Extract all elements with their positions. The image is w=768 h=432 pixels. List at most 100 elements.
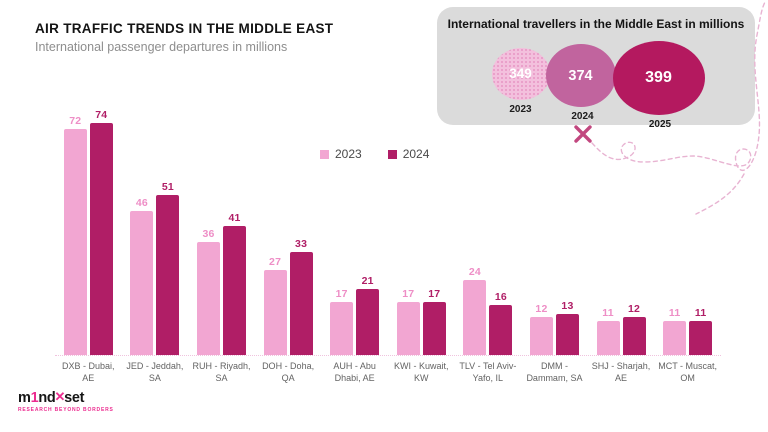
bar-2023	[596, 321, 620, 355]
x-axis-label: DOH - Doha, QA	[262, 361, 315, 383]
bar-2024	[622, 317, 646, 355]
bar-group: 11 12	[588, 303, 655, 355]
bar-2024	[489, 305, 513, 355]
bar-column: 27	[263, 256, 287, 355]
legend-item-2024: 2024	[387, 147, 430, 161]
bar-2024	[555, 314, 579, 355]
bubble-value-2024: 374	[545, 44, 616, 107]
bar-2024	[689, 321, 713, 355]
bar-column: 33	[289, 238, 313, 355]
bar-group: 72 74	[55, 109, 122, 355]
legend-item-2023: 2023	[320, 147, 362, 161]
bubble-year-2025: 2025	[648, 118, 672, 130]
bar-2023	[63, 129, 87, 355]
bar-2023	[396, 302, 420, 355]
x-axis-label: TLV - Tel Aviv-Yafo, IL	[459, 361, 517, 383]
bar-2023	[529, 317, 553, 355]
bar-column: 46	[130, 197, 154, 355]
logo-wordmark: m1nd✕set	[18, 389, 85, 406]
bar-column: 41	[222, 212, 246, 355]
bar-value-label: 12	[535, 303, 548, 315]
bar-column: 36	[196, 228, 220, 355]
bar-2024	[156, 195, 180, 355]
x-axis-label: DXB - Dubai, AE	[62, 361, 115, 383]
bar-value-label: 16	[494, 291, 507, 303]
bar-value-label: 46	[135, 197, 148, 209]
bar-column: 11	[663, 307, 687, 355]
bar-value-label: 33	[295, 238, 308, 250]
logo-digit: 1	[30, 390, 39, 406]
bar-value-label: 36	[202, 228, 215, 240]
bar-group: 27 33	[255, 238, 322, 355]
bar-2023	[196, 242, 220, 355]
bar-column: 72	[63, 115, 87, 355]
bubble-2025: 399 2025	[612, 40, 705, 130]
bar-value-label: 21	[361, 275, 374, 287]
bar-column: 11	[596, 307, 620, 355]
legend-label-2024: 2024	[402, 147, 430, 161]
x-axis-label: RUH - Riyadh, SA	[192, 361, 251, 383]
page-subtitle: International passenger departures in mi…	[35, 40, 288, 54]
bar-2023	[330, 302, 354, 355]
bar-group: 11 11	[654, 307, 721, 355]
logo-tagline: RESEARCH BEYOND BORDERS	[18, 406, 114, 413]
bar-2023	[263, 270, 287, 355]
bar-column: 13	[555, 300, 579, 355]
bar-group: 12 13	[521, 300, 588, 355]
bar-2024	[422, 302, 446, 355]
bar-2024	[289, 252, 313, 355]
bubble-chart: 349 2023 374 2024 399 2025	[467, 33, 729, 130]
travellers-info-card: International travellers in the Middle E…	[437, 7, 755, 130]
bar-value-label: 11	[602, 307, 614, 319]
bar-value-label: 11	[694, 307, 707, 319]
logo-x-icon: ✕	[54, 389, 66, 404]
bar-value-label: 24	[468, 266, 481, 278]
bar-column: 24	[463, 266, 487, 355]
legend-swatch-2023	[320, 149, 329, 159]
bar-column: 12	[529, 303, 553, 355]
bubble-year-2024: 2024	[571, 111, 594, 122]
bar-value-label: 11	[668, 307, 681, 319]
bar-value-label: 74	[95, 109, 108, 121]
x-axis-labels: DXB - Dubai, AE JED - Jeddah, SA RUH - Riy…	[55, 361, 721, 384]
bubble-2023: 349 2023	[491, 47, 550, 115]
legend-label-2023: 2023	[335, 147, 362, 161]
bar-value-label: 41	[228, 212, 241, 224]
bar-value-label: 13	[561, 300, 574, 312]
bar-group: 17 21	[321, 275, 388, 355]
bar-column: 11	[689, 307, 713, 355]
bar-group: 24 16	[455, 266, 522, 355]
bar-column: 17	[396, 288, 420, 355]
x-axis-label: MCT - Muscat, OM	[658, 361, 718, 383]
x-axis-label: AUH - Abu Dhabi, AE	[333, 361, 376, 383]
x-axis-label: DMM - Dammam, SA	[526, 361, 583, 383]
x-axis-label: SHJ - Sharjah, AE	[591, 361, 651, 383]
mindset-logo: m1nd✕set RESEARCH BEYOND BORDERS	[18, 389, 114, 413]
bar-column: 17	[330, 288, 354, 355]
bubble-2024: 374 2024	[545, 44, 616, 122]
legend: 2023 2024	[320, 147, 429, 161]
bar-value-label: 51	[161, 181, 174, 193]
bar-2023	[463, 280, 487, 355]
x-axis-label: KWI - Kuwait, KW	[394, 361, 449, 383]
bar-value-label: 72	[69, 115, 82, 127]
bar-column: 51	[156, 181, 180, 355]
bar-2024	[222, 226, 246, 355]
page-title: AIR TRAFFIC TRENDS IN THE MIDDLE EAST	[35, 21, 334, 36]
bar-column: 12	[622, 303, 646, 355]
bar-2024	[356, 289, 380, 355]
bar-2023	[130, 211, 154, 355]
chart-header: AIR TRAFFIC TRENDS IN THE MIDDLE EAST In…	[35, 21, 333, 54]
bar-chart: 72 74 46 51 36 41 27 33 17 21 17 17 24 16 12 13 11 12 11 11	[55, 109, 721, 356]
bar-group: 36 41	[188, 212, 255, 355]
bar-column: 21	[356, 275, 380, 355]
bar-group: 17 17	[388, 288, 455, 355]
bar-column: 17	[422, 288, 446, 355]
bar-column: 16	[489, 291, 513, 355]
x-axis-label: JED - Jeddah, SA	[126, 361, 184, 383]
bubble-value-2023: 349	[491, 47, 550, 100]
info-card-title: International travellers in the Middle E…	[447, 17, 745, 31]
bubble-value-2025: 399	[612, 40, 705, 115]
bar-value-label: 17	[335, 288, 348, 300]
legend-swatch-2024	[387, 149, 397, 159]
